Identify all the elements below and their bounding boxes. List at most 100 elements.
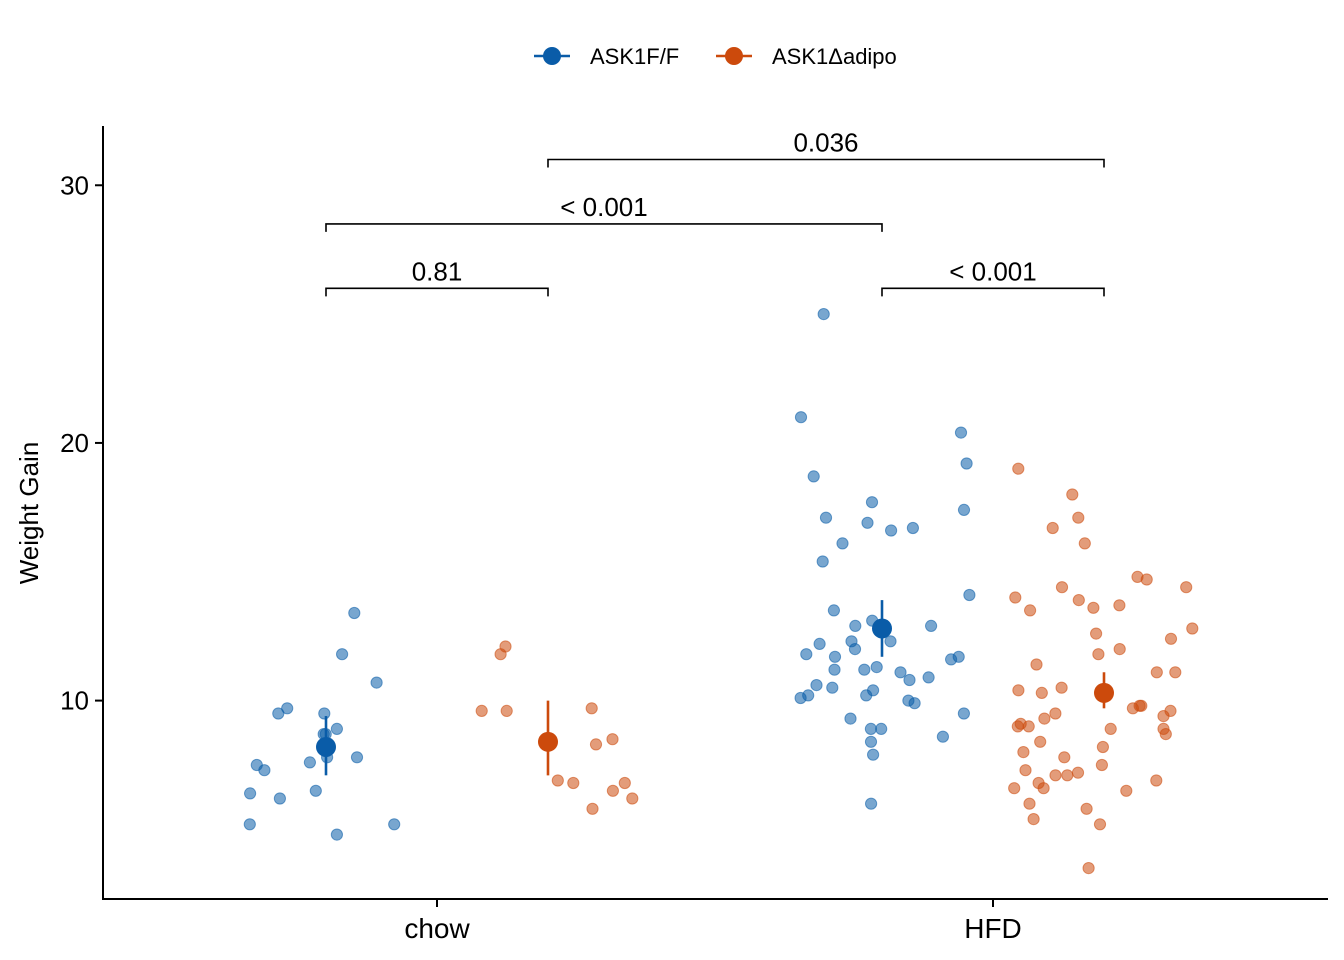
point-2-HFD-38 [1034, 735, 1047, 748]
point-1-HFD-12 [816, 555, 829, 568]
point-2-HFD-43 [1019, 764, 1032, 777]
point-1-HFD-22 [800, 648, 813, 661]
legend: ASK1F/F ASK1Δadipo [534, 44, 897, 69]
point-1-chow-6 [244, 787, 257, 800]
point-1-chow-13 [243, 818, 256, 831]
point-2-HFD-19 [1030, 658, 1043, 671]
point-1-chow-11 [370, 676, 383, 689]
point-2-HFD-46 [1061, 769, 1074, 782]
point-1-HFD-26 [870, 661, 883, 674]
point-1-HFD-31 [903, 673, 916, 687]
point-1-chow-10 [281, 702, 294, 715]
point-2-HFD-15 [1090, 627, 1103, 640]
summary-marks [316, 600, 1114, 776]
point-1-HFD-45 [936, 730, 950, 743]
point-1-HFD-20 [849, 619, 862, 633]
point-1-HFD-42 [864, 722, 878, 736]
point-1-HFD-41 [844, 712, 857, 725]
bracket-label-3: < 0.001 [560, 192, 647, 222]
point-1-HFD-8 [861, 516, 874, 529]
point-1-HFD-5 [865, 496, 879, 509]
point-2-HFD-20 [1150, 666, 1163, 679]
point-1-HFD-28 [894, 666, 907, 679]
point-1-HFD-25 [945, 653, 958, 666]
point-1-HFD-1 [794, 411, 808, 424]
point-1-HFD-46 [867, 748, 880, 761]
point-2-HFD-29 [1049, 707, 1062, 720]
point-1-HFD-19 [925, 619, 938, 633]
legend-item-series-2: ASK1Δadipo [716, 44, 897, 69]
point-1-chow-12 [348, 606, 361, 620]
point-2-HFD-23 [1012, 684, 1025, 697]
point-1-HFD-15 [827, 604, 841, 617]
point-2-HFD-35 [1104, 722, 1117, 736]
point-2-HFD-37 [1159, 728, 1172, 741]
y-tick-label-30: 30 [60, 170, 89, 200]
point-1-chow-18 [330, 828, 343, 841]
point-2-HFD-0 [1012, 462, 1025, 475]
point-1-chow-17 [258, 764, 271, 777]
point-2-HFD-10 [1072, 594, 1085, 607]
mean-point-2-chow [538, 731, 558, 752]
point-2-chow-5 [589, 738, 603, 751]
point-2-HFD-3 [1046, 521, 1059, 535]
point-1-HFD-39 [902, 694, 915, 707]
point-2-HFD-55 [1093, 818, 1107, 831]
point-2-HFD-30 [1157, 710, 1170, 723]
point-1-HFD-11 [836, 537, 849, 550]
bracket-4 [547, 158, 1105, 168]
point-2-HFD-44 [1071, 766, 1085, 779]
point-1-chow-4 [309, 784, 322, 797]
point-1-chow-8 [336, 648, 349, 661]
point-2-HFD-45 [1049, 769, 1062, 782]
point-1-HFD-43 [875, 722, 888, 736]
point-2-HFD-39 [1096, 740, 1110, 754]
point-1-HFD-40 [957, 707, 971, 720]
point-2-HFD-11 [1113, 599, 1126, 612]
point-1-HFD-29 [858, 663, 871, 676]
point-2-HFD-2 [1072, 511, 1085, 524]
point-2-chow-9 [606, 784, 620, 797]
point-2-HFD-56 [1082, 862, 1095, 875]
point-2-HFD-6 [1140, 573, 1153, 586]
point-1-HFD-27 [828, 663, 841, 676]
point-2-HFD-47 [1150, 774, 1163, 787]
x-tick-label-chow: chow [404, 913, 470, 944]
point-1-chow-3 [273, 792, 286, 805]
point-1-HFD-36 [794, 691, 807, 705]
legend-item-series-1: ASK1F/F [534, 44, 679, 69]
point-1-chow-1 [330, 722, 343, 736]
point-2-HFD-18 [1092, 648, 1105, 661]
y-tick-label-10: 10 [60, 686, 89, 716]
point-1-chow-15 [272, 707, 285, 720]
point-2-HFD-51 [1120, 784, 1133, 797]
x-ticks: chow HFD [404, 899, 1022, 944]
point-1-HFD-44 [864, 735, 878, 748]
point-2-HFD-14 [1186, 622, 1199, 635]
point-2-chow-4 [500, 704, 513, 718]
point-2-HFD-1 [1066, 488, 1079, 501]
axes: 10 20 30 chow HFD Weight Gain [14, 126, 1328, 944]
bracket-3 [325, 223, 883, 232]
point-2-chow-10 [586, 802, 599, 815]
y-axis-title: Weight Gain [14, 442, 44, 585]
point-2-HFD-8 [1180, 581, 1193, 594]
point-2-HFD-16 [1164, 632, 1178, 645]
point-1-HFD-3 [960, 457, 973, 470]
point-2-HFD-12 [1087, 601, 1100, 614]
point-1-chow-9 [303, 756, 316, 769]
legend-label-series-1: ASK1F/F [590, 44, 679, 69]
point-2-HFD-41 [1058, 751, 1071, 764]
point-1-HFD-21 [848, 643, 862, 656]
point-2-HFD-27 [1126, 702, 1140, 715]
point-2-chow-6 [606, 733, 619, 746]
point-2-chow-11 [567, 776, 580, 790]
y-ticks: 10 20 30 [60, 170, 103, 716]
point-1-HFD-33 [826, 681, 839, 694]
point-2-chow-2 [585, 702, 598, 715]
point-2-HFD-34 [1011, 720, 1024, 733]
point-2-HFD-53 [1080, 802, 1093, 815]
point-1-HFD-0 [817, 308, 830, 321]
point-1-HFD-47 [865, 797, 878, 810]
